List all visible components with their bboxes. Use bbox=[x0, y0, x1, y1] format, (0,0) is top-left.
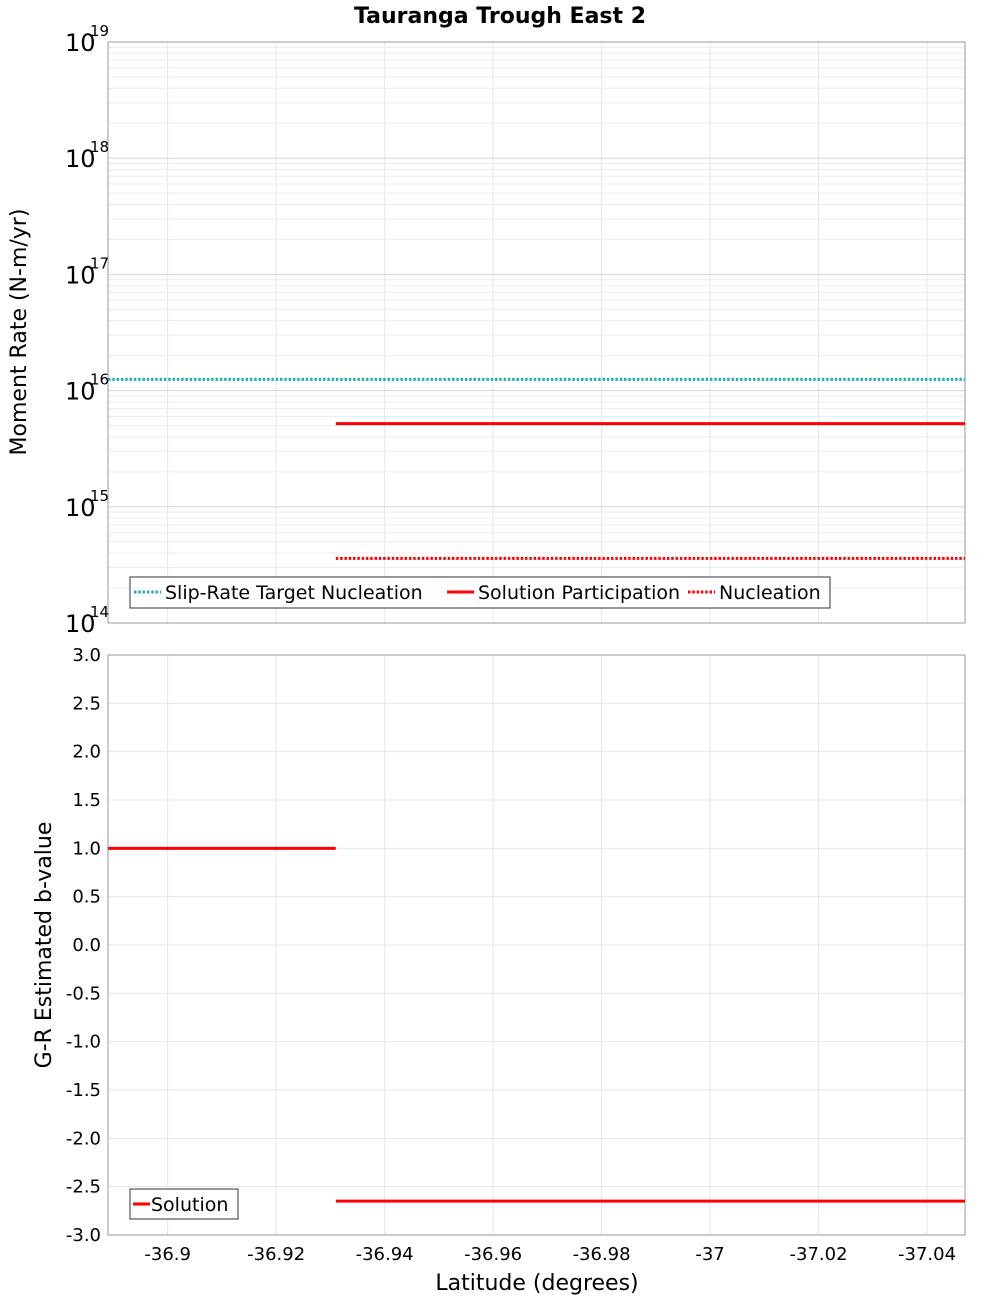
y-tick-label: 0.5 bbox=[72, 887, 101, 908]
y-tick-label: 0.0 bbox=[72, 935, 101, 956]
legend-entry: Nucleation bbox=[688, 582, 821, 604]
x-tick-label: -37 bbox=[695, 1244, 724, 1265]
top-y-axis-title: Moment Rate (N-m/yr) bbox=[7, 209, 32, 456]
top-series bbox=[108, 377, 965, 560]
y-tick-label: 1.5 bbox=[72, 790, 101, 811]
top-grid bbox=[108, 42, 965, 624]
y-tick-label: 2.5 bbox=[72, 693, 101, 714]
x-tick-label: -37.02 bbox=[790, 1244, 848, 1265]
y-tick-base: 10 bbox=[65, 494, 96, 522]
y-tick-exponent: 15 bbox=[90, 487, 109, 505]
x-tick-label: -36.96 bbox=[464, 1244, 522, 1265]
legend-label: Solution bbox=[151, 1194, 228, 1216]
legend-label: Solution Participation bbox=[478, 582, 680, 604]
y-tick-exponent: 14 bbox=[90, 603, 109, 621]
y-tick-label: -0.5 bbox=[66, 983, 101, 1004]
bottom-y-axis-title: G-R Estimated b-value bbox=[32, 822, 57, 1069]
y-tick-label: -2.5 bbox=[66, 1177, 101, 1198]
y-tick-label: -1.5 bbox=[66, 1080, 101, 1101]
legend-entry: Slip-Rate Target Nucleation bbox=[134, 582, 423, 604]
legend-box bbox=[129, 576, 831, 609]
top-plot-frame bbox=[107, 41, 966, 624]
y-tick-label: 3.0 bbox=[72, 645, 101, 666]
y-tick-base: 10 bbox=[65, 261, 96, 289]
legend-label: Nucleation bbox=[719, 582, 821, 604]
legend-entry: Solution Participation bbox=[447, 582, 680, 604]
y-tick-base: 10 bbox=[65, 378, 96, 406]
bottom-y-tick-labels: -3.0 -2.5 -2.0 -1.5 -1.0 -0.5 0.0 0.5 1.0 1.5 2.0 2… bbox=[66, 645, 101, 1246]
y-tick-label: 2.0 bbox=[72, 742, 101, 763]
bottom-plot-frame bbox=[107, 654, 966, 1236]
x-axis-title: Latitude (degrees) bbox=[435, 1271, 638, 1296]
y-tick-exponent: 17 bbox=[90, 254, 109, 272]
legend-label: Slip-Rate Target Nucleation bbox=[165, 582, 423, 604]
y-tick-base: 10 bbox=[65, 29, 96, 57]
y-tick-exponent: 18 bbox=[90, 138, 109, 156]
y-tick-label: -3.0 bbox=[66, 1225, 101, 1246]
top-legend: Slip-Rate Target Nucleation Solution Part… bbox=[129, 576, 831, 609]
x-tick-label: -36.92 bbox=[247, 1244, 305, 1265]
y-tick-label: -2.0 bbox=[66, 1128, 101, 1149]
y-tick-exponent: 19 bbox=[90, 22, 109, 40]
x-tick-label: -37.04 bbox=[898, 1244, 956, 1265]
x-tick-label: -36.9 bbox=[144, 1244, 191, 1265]
bottom-legend: Solution bbox=[129, 1188, 239, 1220]
bottom-grid bbox=[108, 654, 965, 1236]
x-tick-labels: -36.9 -36.92 -36.94 -36.96 -36.98 -37 -37.02 -3… bbox=[144, 1244, 956, 1265]
y-tick-exponent: 16 bbox=[90, 371, 109, 389]
x-tick-label: -36.94 bbox=[356, 1244, 414, 1265]
bottom-series bbox=[108, 846, 965, 1203]
chart-title: Tauranga Trough East 2 bbox=[354, 4, 646, 29]
y-tick-base: 10 bbox=[65, 145, 96, 173]
legend-entry: Solution bbox=[133, 1194, 228, 1216]
y-tick-label: -1.0 bbox=[66, 1032, 101, 1053]
x-tick-label: -36.98 bbox=[573, 1244, 631, 1265]
b-value-panel: -3.0 -2.5 -2.0 -1.5 -1.0 -0.5 0.0 0.5 1.0 1.5 2.0 2… bbox=[32, 645, 966, 1296]
y-tick-base: 10 bbox=[65, 610, 96, 638]
y-tick-label: 1.0 bbox=[72, 838, 101, 859]
